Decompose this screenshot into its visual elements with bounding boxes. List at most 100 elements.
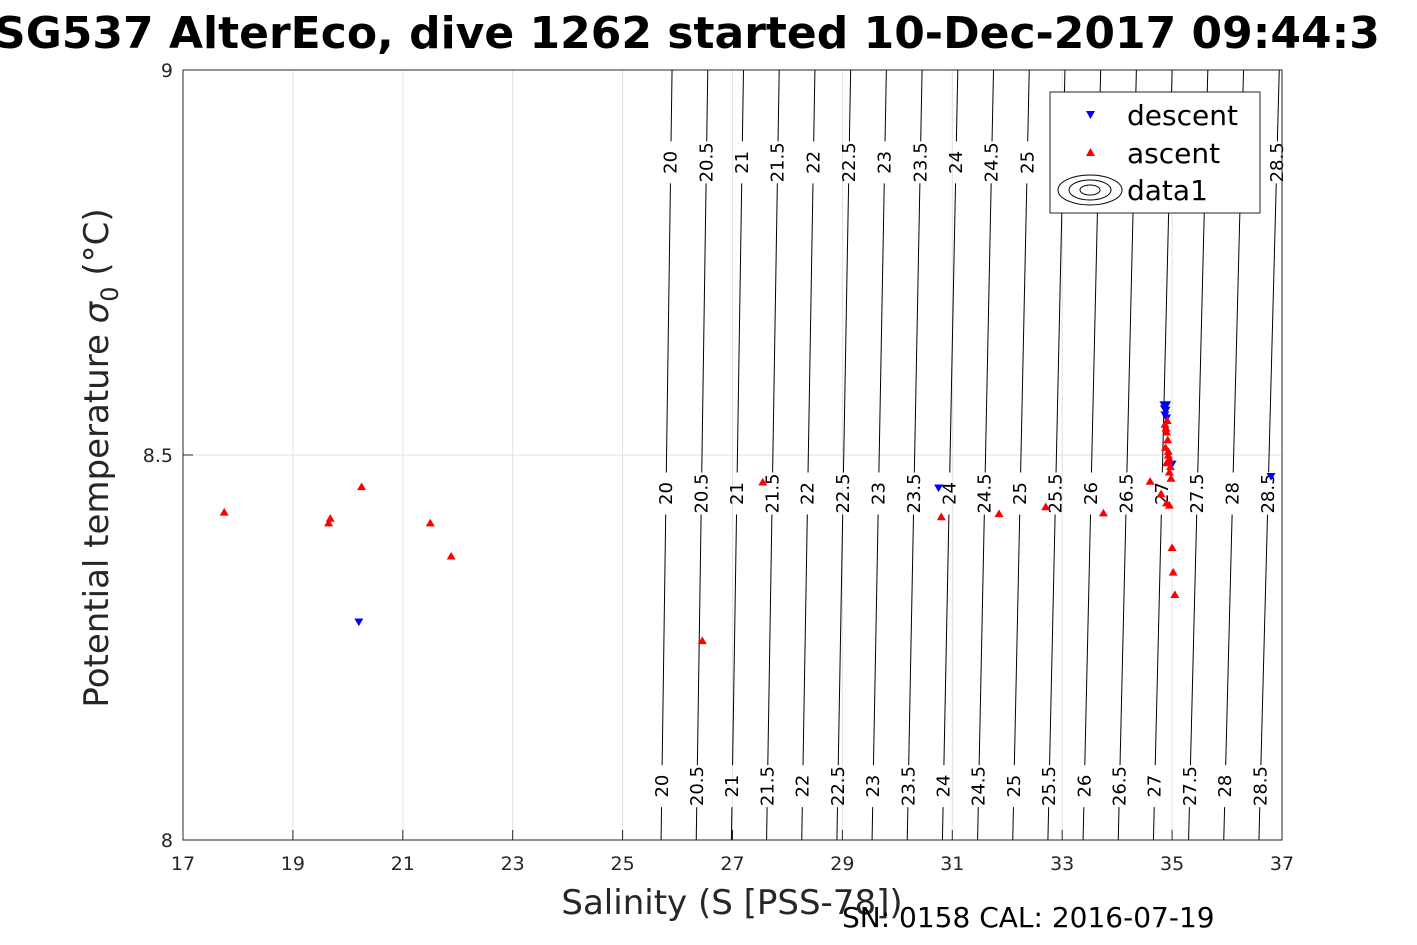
density-contour-line [1189, 514, 1198, 766]
density-contour-line [1232, 183, 1242, 473]
density-contour-line [913, 183, 921, 473]
ascent-point [425, 518, 435, 527]
descent-point [354, 618, 364, 627]
density-contour-line [842, 183, 850, 473]
density-contour-line [807, 183, 814, 473]
descent-point [1162, 401, 1172, 409]
density-contour-line [984, 183, 992, 473]
density-contour-line [1225, 514, 1233, 766]
x-tick-label: 23 [501, 853, 525, 875]
legend-data1-label: data1 [1127, 174, 1208, 207]
density-contour-label: 25 [1017, 151, 1038, 174]
density-contour-line [730, 807, 733, 841]
density-contour-line [884, 69, 887, 142]
x-tick-label: 21 [391, 853, 415, 875]
density-contour-line [837, 514, 844, 766]
legend-box [1049, 91, 1261, 214]
density-contour-line [1276, 69, 1280, 142]
density-contour-line [941, 807, 944, 841]
ascent-point [1163, 447, 1173, 455]
density-contour-label: 28 [1215, 775, 1236, 798]
ascent-point [1167, 543, 1177, 551]
density-contour-label: 21.5 [762, 473, 783, 513]
ascent-point [357, 482, 367, 491]
density-contour-label: 25.5 [1046, 473, 1067, 513]
y-axis-label-text: Potential temperature [77, 323, 117, 707]
density-contour-label: 22.5 [828, 766, 849, 806]
density-contour-line [1268, 183, 1277, 473]
density-contour-label: 24.5 [969, 766, 990, 806]
density-contour-line [696, 514, 702, 766]
descent-point [1266, 472, 1276, 481]
density-contour-line [978, 514, 985, 766]
x-tick-label: 37 [1270, 853, 1294, 875]
ascent-point [1164, 454, 1174, 463]
density-contour-line [1013, 514, 1021, 766]
ascent-point [758, 477, 768, 486]
density-contour-label: 27.5 [1180, 766, 1201, 806]
density-contour-line [736, 183, 743, 473]
density-contour-line [1188, 807, 1190, 841]
density-contour-line [661, 514, 667, 766]
density-contour-label: 20 [656, 482, 677, 505]
density-contour-line [741, 69, 744, 142]
ascent-point [324, 518, 334, 527]
density-contour-line [813, 69, 816, 142]
ascent-point [1160, 420, 1170, 428]
density-contour-line [949, 183, 957, 473]
density-contour-label: 22 [803, 151, 824, 174]
descent-point [1161, 406, 1171, 415]
density-contour-line [908, 514, 915, 766]
legend-descent-marker [1086, 111, 1095, 119]
legend-data1-contour-icon [1057, 174, 1123, 206]
density-contour-line [701, 183, 707, 473]
y-axis-label-sigma: σ [77, 300, 117, 323]
density-contour-label: 28 [1223, 482, 1244, 505]
density-contour-line [670, 69, 673, 142]
density-contour-label: 20.5 [687, 766, 708, 806]
density-contour-label: 20 [652, 775, 673, 798]
density-contour-line [706, 69, 709, 142]
density-contour-label: 23.5 [904, 473, 925, 513]
density-contour-line [772, 183, 778, 473]
x-tick-label: 29 [830, 853, 854, 875]
density-contour-line [871, 807, 874, 841]
chart-title: SG537 AlterEco, dive 1262 started 10-Dec… [0, 8, 1380, 59]
ascent-point [1098, 508, 1108, 517]
y-axis-ticks: 88.59 [143, 60, 193, 852]
density-contour-label: 20 [661, 151, 682, 174]
density-contour-line [848, 69, 852, 142]
ascent-point [1041, 502, 1051, 511]
serial-calibration-footer: SN: 0158 CAL: 2016-07-19 [842, 901, 1215, 934]
density-contour-label: 20.5 [691, 473, 712, 513]
ascent-point [446, 551, 456, 560]
density-contour-line [991, 69, 995, 142]
density-contour-label: 23.5 [898, 766, 919, 806]
y-tick-label: 8 [161, 830, 173, 852]
density-contour-label: 24 [939, 482, 960, 505]
x-axis-label: Salinity (S [PSS-78]) [561, 883, 902, 923]
density-contour-line [766, 807, 768, 841]
density-contour-label: 26.5 [1110, 766, 1131, 806]
density-contour-line [1197, 183, 1206, 473]
density-contour-line [1152, 807, 1155, 841]
density-contour-label: 28.5 [1250, 766, 1271, 806]
density-contour-line [1260, 514, 1269, 766]
density-contour-line [977, 807, 979, 841]
ascent-point [219, 507, 229, 516]
density-contour-line [1117, 807, 1120, 841]
density-contour-line [1090, 183, 1099, 473]
x-tick-label: 17 [171, 853, 195, 875]
x-tick-label: 27 [720, 853, 744, 875]
x-tick-label: 35 [1160, 853, 1184, 875]
y-axis-label-subscript: 0 [96, 286, 124, 301]
ascent-point [325, 514, 335, 522]
data-points [219, 401, 1276, 645]
ascent-point [1156, 489, 1166, 498]
density-contour-line [801, 807, 803, 841]
density-contour-line [836, 807, 838, 841]
y-tick-label: 8.5 [143, 445, 173, 467]
density-contour-line [1047, 807, 1050, 841]
density-contour-label: 25 [1010, 482, 1031, 505]
density-contour-line [1258, 807, 1261, 841]
